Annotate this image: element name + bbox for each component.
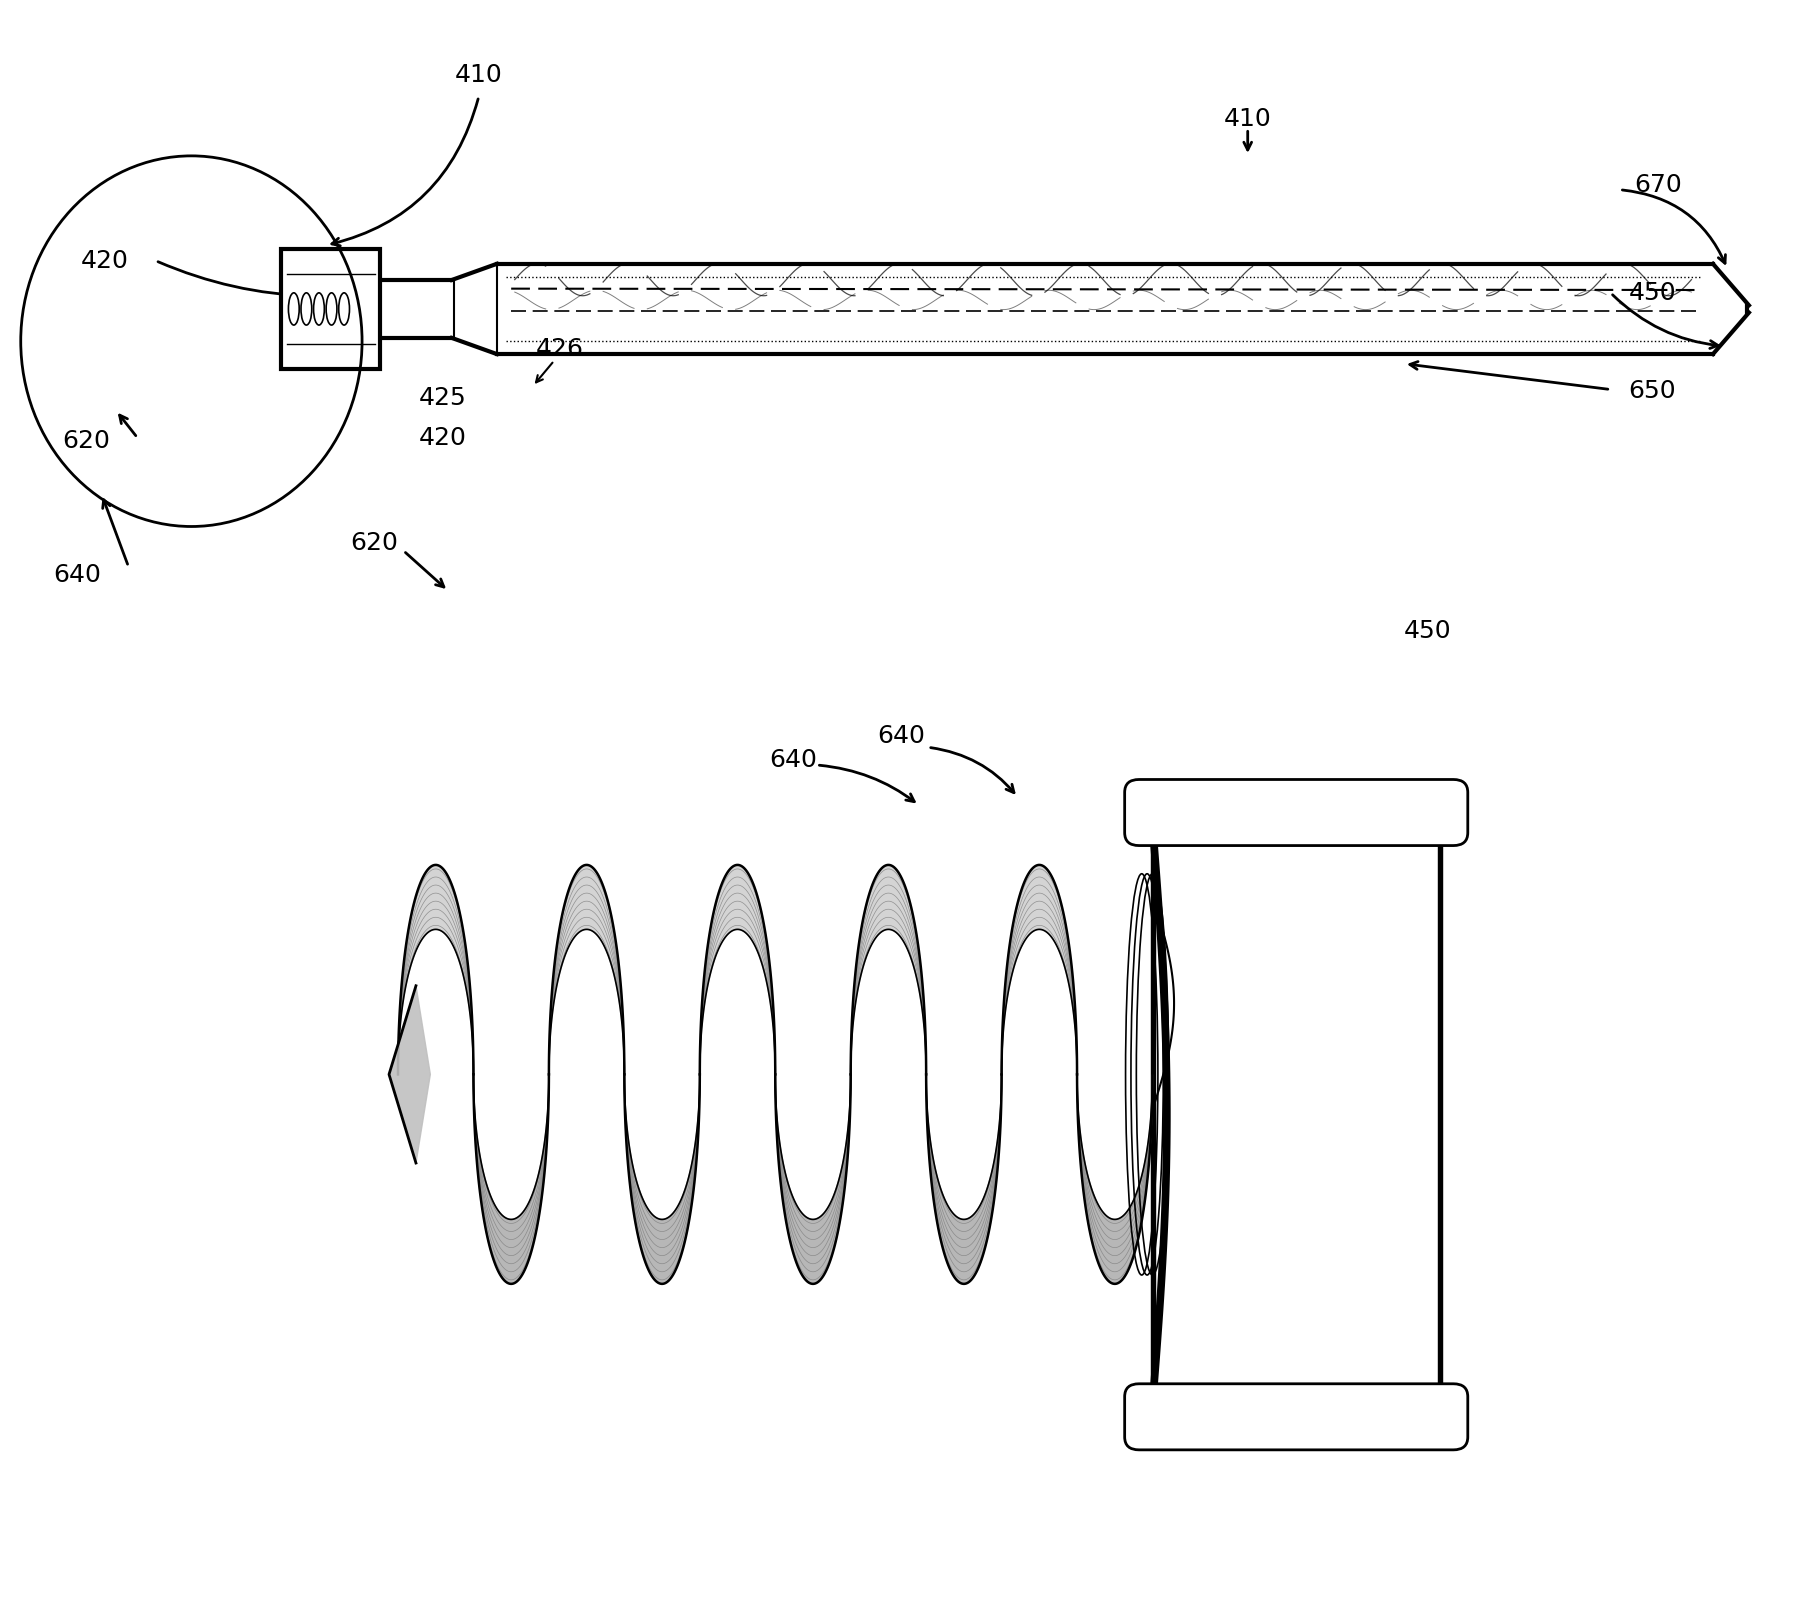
Text: 620: 620 (350, 530, 398, 555)
Text: 450: 450 (1629, 281, 1676, 306)
Text: 425: 425 (418, 385, 467, 409)
Polygon shape (623, 1074, 699, 1284)
Text: 670: 670 (1634, 173, 1681, 197)
Text: 640: 640 (878, 724, 924, 749)
Text: 410: 410 (1224, 107, 1272, 131)
Text: 426: 426 (535, 338, 584, 361)
Polygon shape (474, 1074, 550, 1284)
Text: 420: 420 (418, 425, 467, 450)
Polygon shape (550, 865, 623, 1074)
FancyBboxPatch shape (1124, 779, 1469, 846)
Polygon shape (775, 1074, 851, 1284)
Text: 640: 640 (54, 563, 101, 587)
Polygon shape (926, 1074, 1002, 1284)
FancyBboxPatch shape (1124, 1384, 1469, 1450)
Text: 620: 620 (63, 429, 110, 453)
Polygon shape (851, 865, 926, 1074)
Text: 420: 420 (81, 249, 128, 273)
Polygon shape (389, 986, 431, 1163)
Text: 450: 450 (1404, 619, 1452, 644)
Text: 410: 410 (454, 63, 503, 87)
Polygon shape (1153, 825, 1440, 1405)
Polygon shape (398, 865, 474, 1074)
Polygon shape (281, 249, 380, 369)
Polygon shape (1078, 1074, 1153, 1284)
Polygon shape (1002, 865, 1078, 1074)
Text: 640: 640 (769, 749, 816, 773)
Polygon shape (699, 865, 775, 1074)
Text: 650: 650 (1629, 378, 1676, 403)
